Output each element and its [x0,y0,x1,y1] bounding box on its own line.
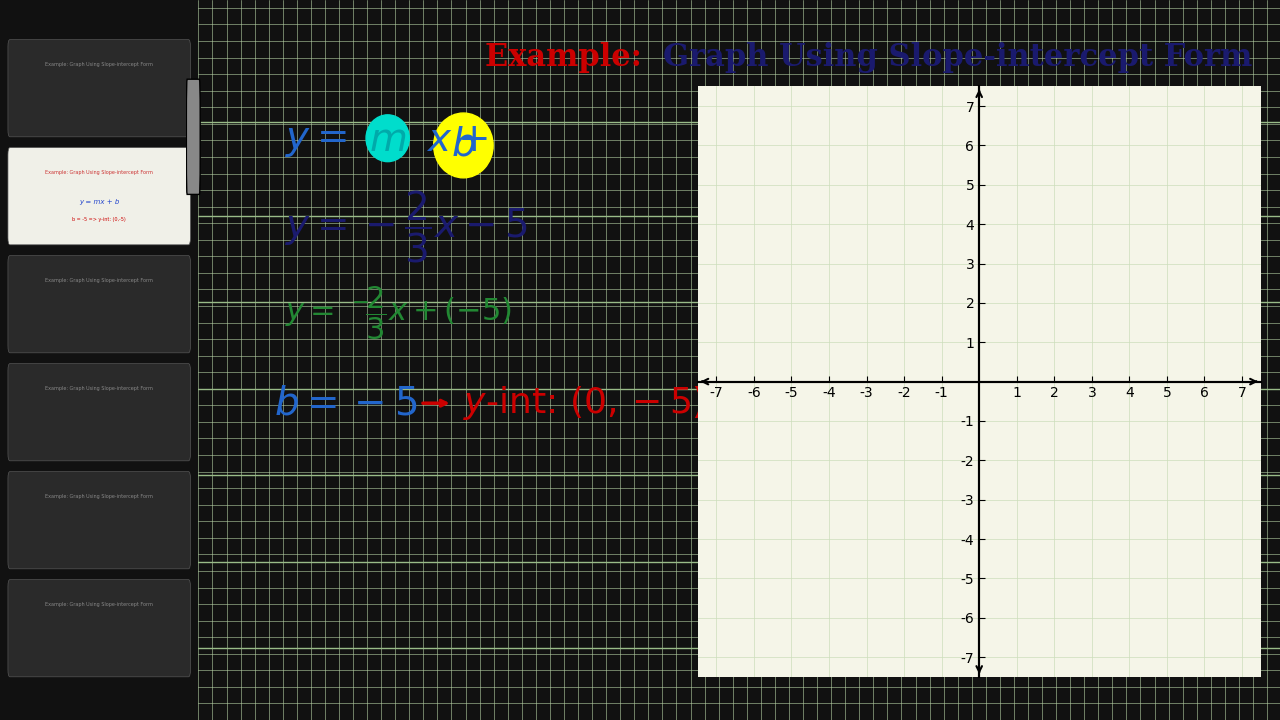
Text: y = mx + b: y = mx + b [79,199,119,204]
Text: Example: Graph Using Slope-intercept Form: Example: Graph Using Slope-intercept For… [45,171,154,175]
Ellipse shape [366,114,410,161]
FancyBboxPatch shape [187,79,200,194]
Text: b = -5 => y-int: (0,-5): b = -5 => y-int: (0,-5) [73,217,125,222]
Text: $m$: $m$ [369,122,406,159]
Text: Graph Using Slope-intercept Form: Graph Using Slope-intercept Form [663,42,1253,73]
Text: $y = $: $y = $ [285,122,347,159]
FancyBboxPatch shape [8,580,191,677]
Text: $b$: $b$ [451,127,476,164]
Text: $y = \ ^{-}\!\dfrac{2}{3}x + (-5)$: $y = \ ^{-}\!\dfrac{2}{3}x + (-5)$ [285,284,512,342]
Text: $x +$: $x +$ [425,122,488,159]
Text: Example: Graph Using Slope-intercept Form: Example: Graph Using Slope-intercept For… [45,603,154,607]
Ellipse shape [434,113,493,178]
FancyBboxPatch shape [8,256,191,353]
Text: $y\text{-int: }(0,-5)$: $y\text{-int: }(0,-5)$ [463,384,705,422]
FancyBboxPatch shape [8,40,191,137]
FancyBboxPatch shape [8,148,191,245]
Text: Example: Graph Using Slope-intercept Form: Example: Graph Using Slope-intercept For… [45,387,154,391]
FancyBboxPatch shape [8,364,191,461]
Text: Example:: Example: [485,42,653,73]
Text: Example: Graph Using Slope-intercept Form: Example: Graph Using Slope-intercept For… [45,63,154,67]
FancyBboxPatch shape [8,472,191,569]
Text: $y = -\dfrac{2}{3}x - 5$: $y = -\dfrac{2}{3}x - 5$ [285,189,527,265]
Text: $b = -5$: $b = -5$ [274,384,417,422]
Text: Example: Graph Using Slope-intercept Form: Example: Graph Using Slope-intercept For… [45,495,154,499]
Text: Example: Graph Using Slope-intercept Form: Example: Graph Using Slope-intercept For… [45,279,154,283]
